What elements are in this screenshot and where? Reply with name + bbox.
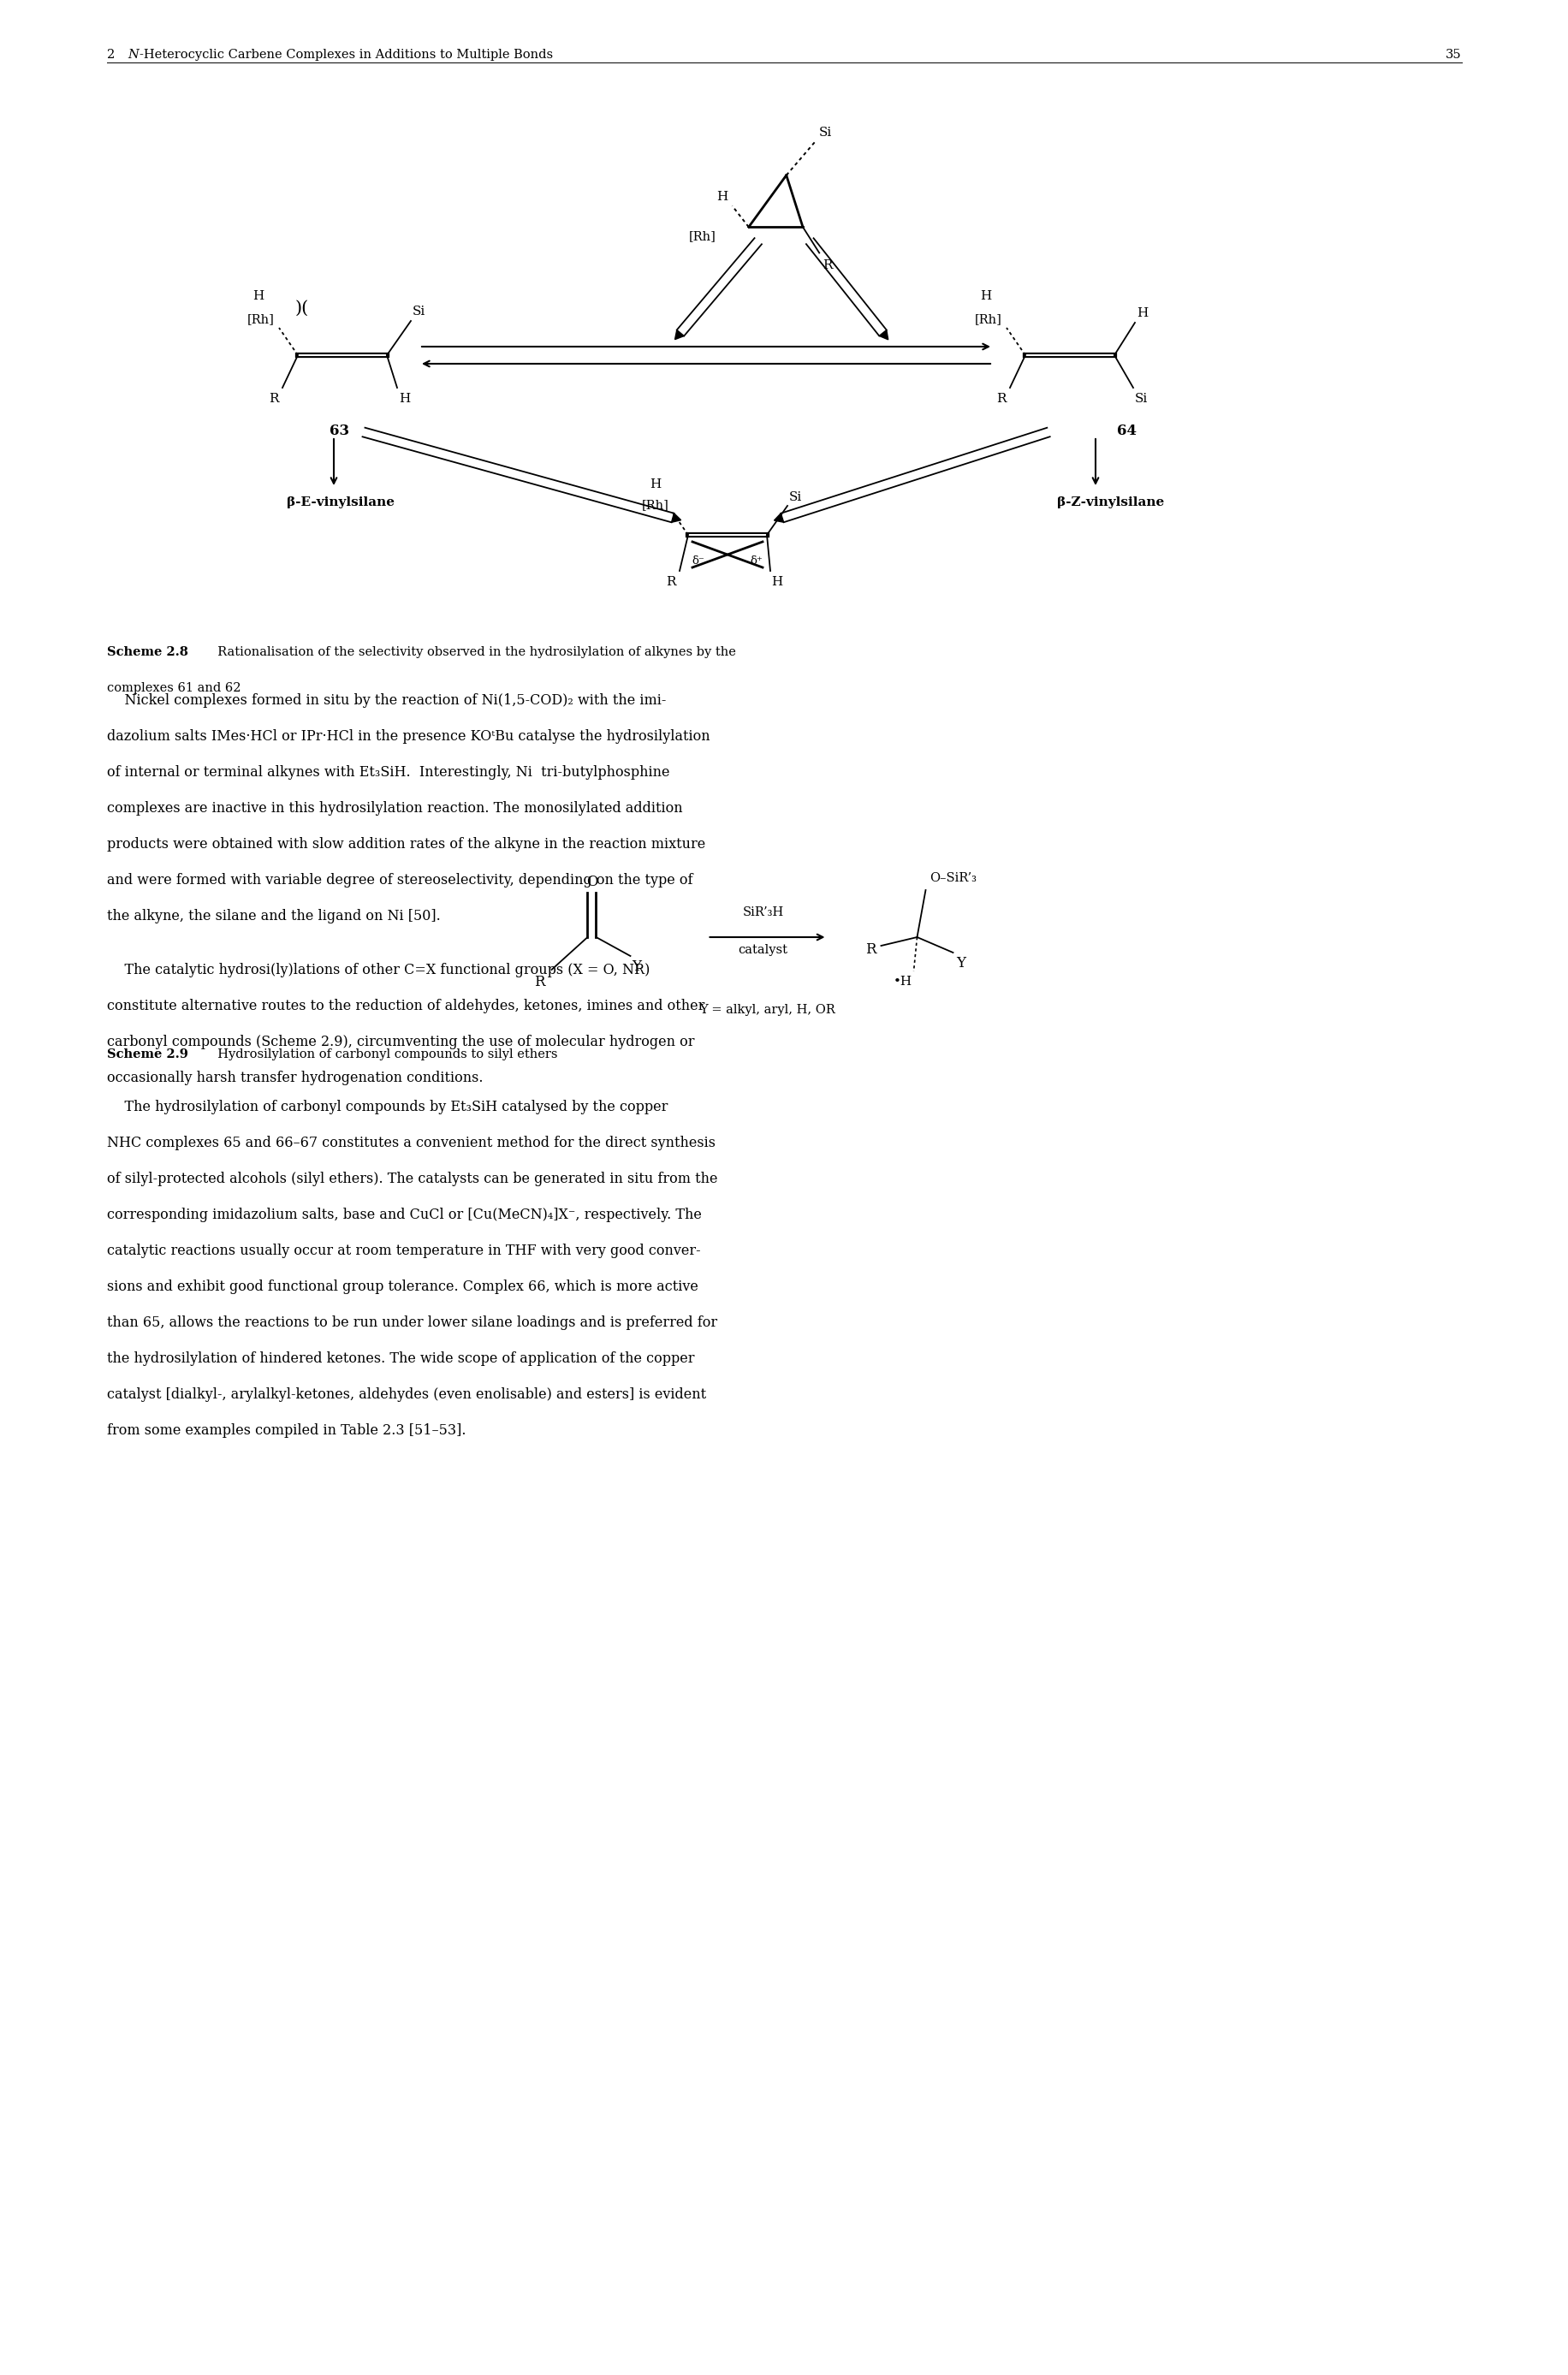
Text: O: O: [586, 874, 597, 888]
Text: The catalytic hydrosi(ly)lations of other C=X functional groups (X = O, NR): The catalytic hydrosi(ly)lations of othe…: [107, 962, 649, 978]
Text: 63: 63: [329, 423, 350, 439]
Text: H: H: [717, 190, 728, 202]
Text: of internal or terminal alkynes with Et₃SiH.  Interestingly, Ni  tri-butylphosph: of internal or terminal alkynes with Et₃…: [107, 765, 670, 779]
Text: Y = alkyl, aryl, H, OR: Y = alkyl, aryl, H, OR: [699, 1005, 834, 1017]
Text: 2: 2: [107, 50, 122, 62]
Text: δ⁺: δ⁺: [750, 556, 762, 568]
Text: Nickel complexes formed in situ by the reaction of Ni(1,5-COD)₂ with the imi-: Nickel complexes formed in situ by the r…: [107, 694, 666, 708]
Text: catalyst [dialkyl-, arylalkyl-ketones, aldehydes (even enolisable) and esters] i: catalyst [dialkyl-, arylalkyl-ketones, a…: [107, 1387, 706, 1401]
Text: products were obtained with slow addition rates of the alkyne in the reaction mi: products were obtained with slow additio…: [107, 836, 706, 853]
Text: R: R: [996, 392, 1007, 404]
Text: R: R: [822, 259, 833, 271]
Text: Si: Si: [1134, 392, 1148, 404]
Text: H: H: [1135, 306, 1148, 318]
Text: -Heterocyclic Carbene Complexes in Additions to Multiple Bonds: -Heterocyclic Carbene Complexes in Addit…: [140, 50, 552, 62]
Polygon shape: [773, 513, 784, 522]
Text: Si: Si: [818, 126, 831, 138]
Text: Si: Si: [789, 492, 801, 504]
Text: 64: 64: [1116, 423, 1135, 439]
Text: The hydrosilylation of carbonyl compounds by Et₃SiH catalysed by the copper: The hydrosilylation of carbonyl compound…: [107, 1100, 668, 1114]
Text: constitute alternative routes to the reduction of aldehydes, ketones, imines and: constitute alternative routes to the red…: [107, 1000, 704, 1014]
Text: R: R: [270, 392, 279, 404]
Text: dazolium salts IMes·HCl or IPr·HCl in the presence KOᵗBu catalyse the hydrosilyl: dazolium salts IMes·HCl or IPr·HCl in th…: [107, 729, 710, 743]
Text: 35: 35: [1446, 50, 1461, 62]
Text: NHC complexes 65 and 66–67 constitutes a convenient method for the direct synthe: NHC complexes 65 and 66–67 constitutes a…: [107, 1135, 715, 1150]
Text: R: R: [533, 974, 544, 990]
Text: Scheme 2.8: Scheme 2.8: [107, 646, 188, 658]
Text: SiR’₃H: SiR’₃H: [742, 907, 784, 919]
Text: catalyst: catalyst: [739, 943, 787, 957]
Text: carbonyl compounds (Scheme 2.9), circumventing the use of molecular hydrogen or: carbonyl compounds (Scheme 2.9), circumv…: [107, 1036, 695, 1050]
Text: corresponding imidazolium salts, base and CuCl or [Cu(MeCN)₄]X⁻, respectively. T: corresponding imidazolium salts, base an…: [107, 1206, 701, 1223]
Polygon shape: [878, 330, 887, 340]
Text: O–SiR’₃: O–SiR’₃: [930, 872, 977, 884]
Text: δ⁻: δ⁻: [691, 556, 704, 568]
Text: the alkyne, the silane and the ligand on Ni [50].: the alkyne, the silane and the ligand on…: [107, 910, 441, 924]
Text: Rationalisation of the selectivity observed in the hydrosilylation of alkynes by: Rationalisation of the selectivity obser…: [210, 646, 735, 658]
Text: [Rh]: [Rh]: [248, 314, 274, 325]
Text: the hydrosilylation of hindered ketones. The wide scope of application of the co: the hydrosilylation of hindered ketones.…: [107, 1351, 695, 1366]
Text: β-E-vinylsilane: β-E-vinylsilane: [287, 496, 395, 508]
Text: H: H: [252, 290, 263, 302]
Text: H: H: [980, 290, 991, 302]
Text: Y: Y: [956, 957, 966, 971]
Text: H: H: [398, 392, 409, 404]
Text: occasionally harsh transfer hydrogenation conditions.: occasionally harsh transfer hydrogenatio…: [107, 1071, 483, 1085]
Text: complexes 61 and 62: complexes 61 and 62: [107, 682, 241, 694]
Text: Scheme 2.9: Scheme 2.9: [107, 1047, 188, 1059]
Text: Y: Y: [632, 960, 641, 974]
Text: [Rh]: [Rh]: [641, 499, 670, 511]
Text: complexes are inactive in this hydrosilylation reaction. The monosilylated addit: complexes are inactive in this hydrosily…: [107, 800, 682, 815]
Text: •H: •H: [892, 976, 911, 988]
Text: [Rh]: [Rh]: [974, 314, 1002, 325]
Text: catalytic reactions usually occur at room temperature in THF with very good conv: catalytic reactions usually occur at roo…: [107, 1245, 701, 1259]
Text: from some examples compiled in Table 2.3 [51–53].: from some examples compiled in Table 2.3…: [107, 1423, 466, 1437]
Text: H: H: [649, 477, 660, 489]
Polygon shape: [674, 330, 684, 340]
Text: R: R: [666, 577, 676, 589]
Text: N: N: [127, 50, 138, 62]
Text: than 65, allows the reactions to be run under lower silane loadings and is prefe: than 65, allows the reactions to be run …: [107, 1316, 717, 1330]
Text: H: H: [771, 577, 782, 589]
Text: Si: Si: [412, 306, 425, 318]
Text: of silyl-protected alcohols (silyl ethers). The catalysts can be generated in si: of silyl-protected alcohols (silyl ether…: [107, 1171, 717, 1185]
Text: R: R: [866, 943, 875, 957]
Polygon shape: [671, 513, 681, 522]
Text: and were formed with variable degree of stereoselectivity, depending on the type: and were formed with variable degree of …: [107, 874, 693, 888]
Text: β-Z-vinylsilane: β-Z-vinylsilane: [1057, 496, 1163, 508]
Text: [Rh]: [Rh]: [688, 230, 715, 242]
Text: Hydrosilylation of carbonyl compounds to silyl ethers: Hydrosilylation of carbonyl compounds to…: [210, 1047, 557, 1059]
Text: sions and exhibit good functional group tolerance. Complex 66, which is more act: sions and exhibit good functional group …: [107, 1280, 698, 1294]
Text: )(: )(: [295, 299, 309, 316]
